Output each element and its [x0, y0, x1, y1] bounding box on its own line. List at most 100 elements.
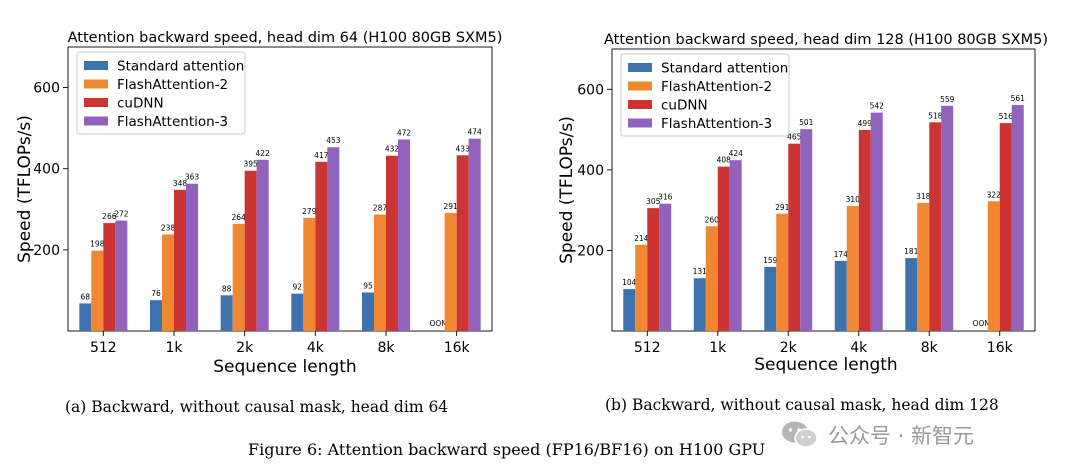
bar	[149, 300, 162, 331]
bar	[398, 139, 411, 331]
bar	[870, 112, 883, 331]
bar	[623, 289, 636, 331]
bar	[373, 214, 386, 331]
legend-label: Standard attention	[661, 61, 788, 77]
bar	[244, 170, 257, 331]
legend: Standard attention FlashAttention-2 cuDNN F…	[76, 51, 246, 135]
bar-value-label: 305	[646, 197, 661, 206]
bar	[693, 278, 706, 331]
x-tick-label: 1k	[165, 340, 183, 356]
x-tick-label: 2k	[780, 340, 798, 356]
bar-value-label: 559	[940, 95, 955, 104]
bar	[999, 123, 1012, 331]
bar-value-label: 264	[231, 213, 246, 222]
bar-value-label: 516	[999, 112, 1014, 121]
bar-value-label: 181	[904, 247, 919, 256]
legend-label: FlashAttention-2	[661, 79, 772, 95]
bar-value-label: 279	[302, 207, 317, 216]
y-tick-label: 200	[577, 243, 604, 259]
bar	[1011, 104, 1024, 331]
x-tick-label: 8k	[921, 340, 939, 356]
bar	[232, 223, 245, 331]
bar-value-label: 474	[468, 128, 483, 137]
bar	[647, 208, 660, 331]
legend: Standard attention FlashAttention-2 cuDNN F…	[620, 53, 790, 137]
bar-value-label: 518	[928, 111, 943, 120]
legend-label: FlashAttention-3	[661, 116, 772, 132]
y-tick-label: 600	[577, 82, 604, 98]
bar-value-label: 272	[114, 210, 129, 219]
legend-label: cuDNN	[117, 96, 164, 112]
bar	[291, 293, 304, 331]
wechat-icon	[782, 421, 818, 448]
chart-title: Attention backward speed, head dim 128 (…	[604, 32, 1048, 48]
bar-value-label: 68	[81, 292, 91, 301]
chart-b: Attention backward speed, head dim 128 (…	[557, 32, 1048, 375]
legend-label: cuDNN	[661, 98, 708, 114]
bar-value-label: 501	[799, 118, 814, 127]
bar	[315, 161, 328, 331]
bar-value-label: 88	[222, 284, 232, 293]
y-axis-label: Speed (TFLOPs/s)	[15, 115, 35, 263]
bar	[79, 303, 92, 331]
bar-value-label: 131	[693, 267, 708, 276]
bar-value-label: 291	[775, 203, 790, 212]
legend-swatch	[84, 116, 108, 126]
plot-frame	[67, 46, 493, 332]
legend-box	[76, 51, 246, 135]
y-tick-label: 600	[33, 81, 60, 97]
legend-swatch	[628, 100, 652, 109]
y-tick-label: 400	[577, 163, 604, 179]
x-tick-label: 16k	[987, 340, 1014, 356]
bar-value-label: 214	[634, 234, 649, 243]
legend-swatch	[84, 79, 108, 89]
bar-value-label: 395	[244, 160, 259, 169]
figure-caption: Figure 6: Attention backward speed (FP16…	[248, 440, 766, 459]
bar	[705, 226, 718, 331]
x-tick-label: 16k	[444, 340, 471, 356]
bar-value-label: 432	[385, 145, 400, 154]
bar	[468, 138, 481, 331]
bar	[256, 159, 269, 331]
bar	[220, 295, 233, 331]
chart-a: Attention backward speed, head dim 64 (H…	[15, 30, 502, 377]
bar	[800, 129, 813, 331]
bar-value-label: 104	[622, 278, 637, 287]
bar-value-label: 76	[151, 289, 161, 298]
bar	[717, 166, 730, 331]
legend-label: FlashAttention-2	[117, 77, 228, 93]
y-tick-label: 400	[33, 162, 60, 178]
bar-value-label: 260	[705, 215, 720, 224]
x-tick-label: 8k	[377, 340, 395, 356]
plot-frame	[611, 48, 1036, 332]
y-tick-label: 200	[33, 243, 60, 259]
bar-value-label: 424	[729, 149, 744, 158]
bar	[161, 234, 174, 331]
bar-value-label: 198	[90, 240, 105, 249]
bar-value-label: 266	[102, 212, 117, 221]
bar	[91, 250, 104, 331]
x-tick-label: 4k	[850, 340, 868, 356]
watermark-text: 公众号 · 新智元	[828, 424, 975, 448]
legend-swatch	[628, 81, 652, 91]
x-tick-label: 1k	[709, 340, 727, 356]
caption-b: (b) Backward, without causal mask, head …	[605, 396, 999, 414]
bar-value-label: OOM	[430, 319, 448, 328]
x-tick-label: 512	[90, 340, 117, 356]
bar	[103, 223, 116, 331]
bar	[456, 155, 469, 331]
legend-swatch	[628, 63, 652, 72]
bar-value-label: 316	[658, 193, 673, 202]
bar	[858, 129, 871, 331]
bar	[659, 203, 672, 331]
bar	[776, 213, 789, 331]
chart-title: Attention backward speed, head dim 64 (H…	[68, 30, 503, 46]
bar-value-label: 159	[763, 256, 778, 265]
bar-value-label: 322	[987, 190, 1002, 199]
bar	[174, 189, 187, 331]
x-axis-label: Sequence length	[213, 357, 356, 377]
bar-value-label: 348	[173, 179, 188, 188]
bar-value-label: 174	[834, 250, 849, 259]
bar-value-label: 92	[293, 283, 303, 292]
watermark: 公众号 · 新智元	[780, 418, 974, 452]
